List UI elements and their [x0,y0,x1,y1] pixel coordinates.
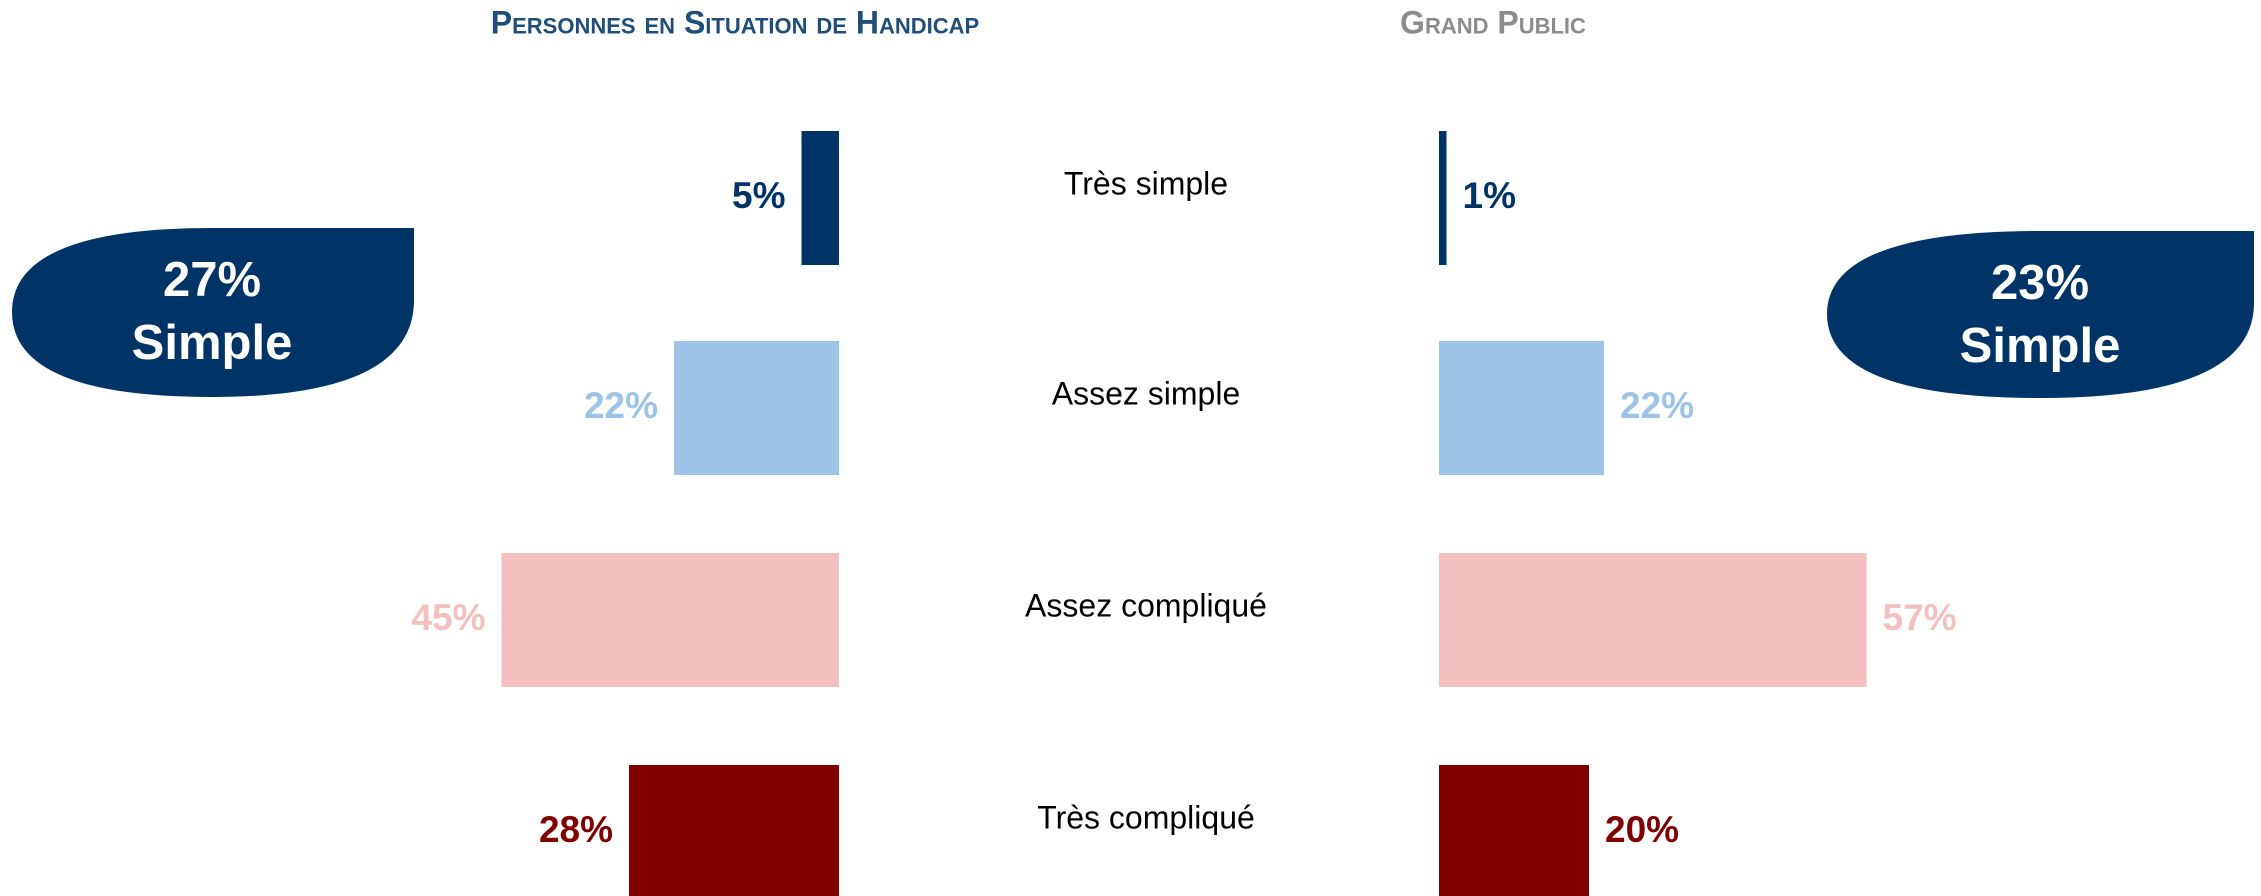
badge-value: 27% [163,253,261,307]
series-title: Personnes en Situation de Handicap [491,4,979,40]
category-label: Assez simple [1052,375,1241,411]
bar [801,131,839,265]
badge-text: Simple [132,316,293,370]
bar [674,341,839,475]
value-label: 22% [1620,385,1694,426]
value-label: 45% [411,597,485,638]
category-label: Assez compliqué [1025,587,1267,623]
value-label: 28% [539,809,613,850]
bar [1439,553,1867,687]
bar [1439,765,1589,896]
bar [1439,131,1447,265]
value-label: 57% [1883,597,1957,638]
value-label: 1% [1463,175,1516,216]
badge-shape [12,228,414,397]
value-label: 22% [584,385,658,426]
bar [629,765,839,896]
value-label: 5% [732,175,785,216]
bar [1439,341,1604,475]
category-label: Très compliqué [1037,799,1255,835]
category-label: Très simple [1064,165,1228,201]
badge-value: 23% [1991,256,2089,310]
badge-shape [1827,231,2254,398]
bar [501,553,839,687]
badge-text: Simple [1960,319,2121,373]
series-title: Grand Public [1400,4,1586,40]
value-label: 20% [1605,809,1679,850]
